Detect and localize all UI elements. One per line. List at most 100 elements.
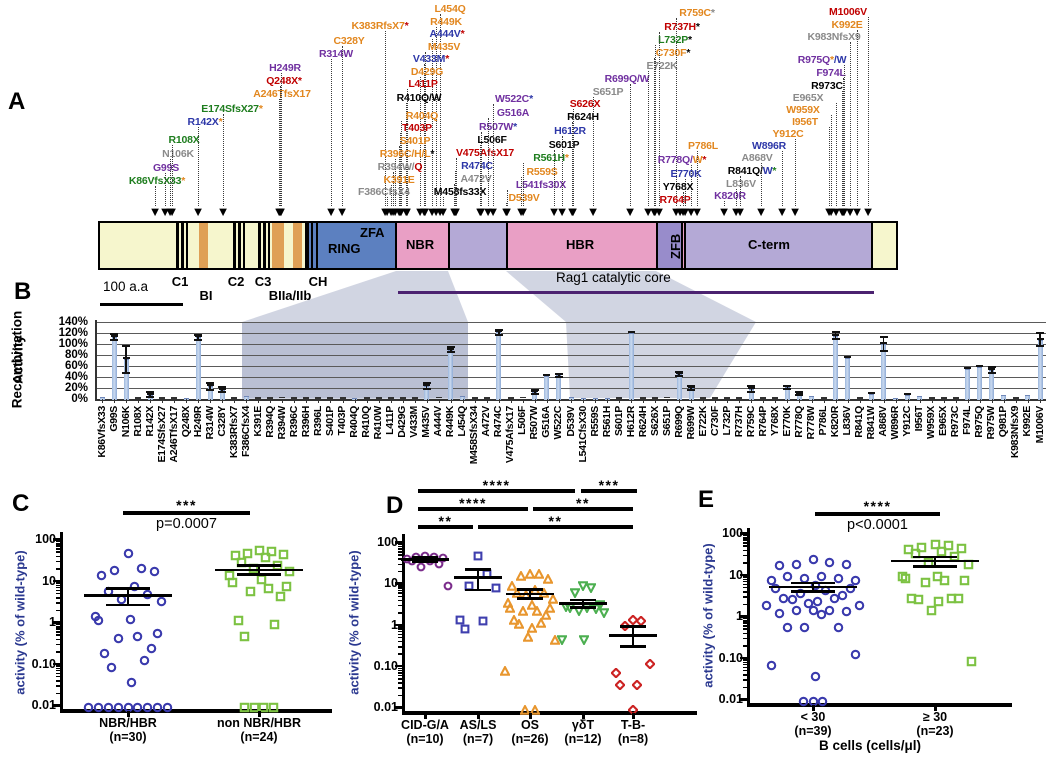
scatter-point [627, 612, 639, 626]
y-tick [53, 538, 60, 541]
scatter-point [939, 573, 950, 586]
group-label: NBR/HBR (n=30) [99, 716, 157, 744]
group-label: < 30 (n=39) [794, 710, 832, 738]
scatter-point [113, 631, 124, 644]
error-cap-top [412, 556, 438, 559]
scatter-point [535, 615, 548, 628]
scatter-point [254, 543, 265, 555]
bar-x-label: R507W [528, 406, 541, 440]
bar-x-label: R396L [311, 406, 324, 437]
scatter-point [460, 621, 470, 634]
y-minor-tick [743, 591, 747, 593]
mutation-label: R559S [526, 166, 557, 178]
bar-dash [255, 397, 262, 400]
y-minor-tick [398, 604, 402, 607]
bar [845, 358, 851, 400]
bar [243, 395, 249, 400]
y-minor-tick [743, 539, 747, 541]
leader-line [795, 139, 796, 206]
domain-label: ZFB [668, 233, 683, 259]
scatter-point [854, 598, 865, 611]
y-tick-label: 1 [391, 617, 398, 632]
mutation-arrow-icon: ▼ [824, 204, 838, 219]
error-cap-bottom [530, 392, 539, 395]
mutation-label-part: S401P [399, 135, 431, 147]
y-tick [53, 621, 60, 624]
scatter-point [139, 653, 150, 666]
y-minor-tick [398, 592, 402, 594]
x-tick [823, 399, 825, 403]
x-group-tick [529, 713, 532, 719]
y-tick-label: 0.01 [373, 700, 398, 714]
y-minor-tick [56, 568, 60, 570]
bar-x-label: R973C [949, 406, 962, 438]
scatter-point [926, 603, 937, 616]
mutation-arrow-icon: ▼ [413, 204, 427, 219]
bar [1025, 395, 1031, 400]
error-bar-line [477, 569, 479, 590]
x-tick [510, 399, 512, 403]
scatter-point [530, 603, 543, 616]
y-tick-label: 10 [42, 573, 56, 588]
mutation-label: S401P [400, 135, 431, 147]
domain-label: HBR [566, 237, 595, 252]
mutation-label: M1006V [829, 6, 867, 18]
error-line [425, 382, 428, 390]
y-tick-label: 1 [736, 609, 743, 623]
bar [556, 375, 562, 400]
scatter-point [841, 557, 852, 569]
bar-x-label: L454Q [456, 406, 469, 437]
y-minor-tick [743, 603, 747, 605]
y-minor-tick [56, 675, 60, 678]
domain-block [684, 223, 872, 268]
leader-line [155, 186, 156, 206]
scatter-point-floor [113, 700, 124, 712]
error-line [786, 386, 789, 389]
scatter-point [242, 546, 253, 559]
mutation-arrow-icon: ▼ [378, 204, 392, 219]
scatter-point [920, 575, 931, 588]
mean-line [506, 592, 554, 596]
sig-stars: *** [176, 497, 197, 513]
y-minor-tick [398, 551, 402, 553]
scatter-point [791, 603, 802, 616]
x-tick [775, 399, 777, 403]
scatter-point [525, 597, 538, 610]
bar-x-label: R778Q [792, 406, 805, 438]
mean-line [401, 558, 449, 561]
mutation-label-part: R108X [168, 134, 200, 146]
bar-x-label: F386CfsX4 [239, 406, 252, 457]
bar [1001, 395, 1007, 400]
y-tick-label: 0.01 [31, 698, 56, 712]
mutation-arrow-icon: ▼ [394, 204, 408, 219]
x-tick [534, 399, 536, 403]
bar-x-label: R404Q [348, 406, 361, 438]
x-tick [571, 399, 572, 403]
mutation-label-part: W896R [751, 140, 787, 152]
mutation-label-part: W522C [495, 93, 530, 105]
y-minor-tick [743, 562, 747, 564]
x-group-tick [582, 713, 585, 719]
y-minor-tick [398, 678, 402, 680]
x-tick [258, 399, 260, 403]
bar-dash [339, 397, 346, 400]
mutation-label-part: * [181, 175, 186, 187]
leader-line [691, 165, 692, 206]
leader-line [659, 32, 660, 206]
y-minor-tick [743, 537, 747, 539]
scatter-point [837, 588, 848, 601]
bar-dash [856, 397, 863, 400]
x-axis-line [402, 711, 697, 715]
x-tick [318, 399, 320, 403]
error-cap-bottom [791, 590, 835, 593]
scatter-point [774, 558, 785, 571]
y-tick-label: 40% [64, 371, 88, 383]
scatter-point [933, 594, 944, 607]
mutation-label-part: R559S [526, 166, 558, 178]
leader-line [857, 30, 858, 206]
mutation-arrow-icon: ▼ [850, 204, 864, 219]
x-axis-line [747, 703, 1012, 707]
panel-a-letter: A [8, 88, 26, 115]
bar-x-label: V433M [408, 406, 421, 438]
